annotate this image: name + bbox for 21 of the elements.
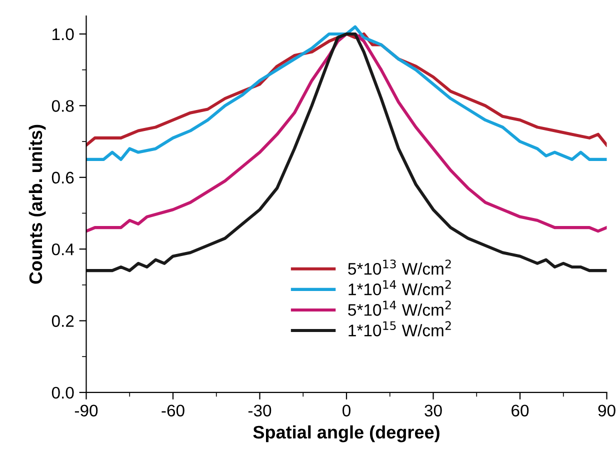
y-tick-label: 0.4 (52, 243, 74, 256)
legend-label: 1*10$^{15}$ W/cm$^{2}$ (348, 321, 451, 336)
y-tick-label: 0.0 (52, 386, 74, 399)
line-series (86, 32, 607, 233)
x-tick-label: 0 (342, 404, 350, 416)
legend-label: 5*10$^{13}$ W/cm$^{2}$ (348, 260, 451, 275)
x-tick-label: -60 (162, 404, 184, 416)
legend-label: 5*10$^{14}$ W/cm$^{2}$ (348, 300, 451, 316)
y-axis-title: Counts (arb. units) (28, 124, 46, 284)
y-tick-label: 1.0 (52, 28, 74, 40)
y-tick-label: 0.6 (52, 172, 74, 184)
line-series (86, 25, 607, 161)
y-tick-label: 0.8 (52, 100, 74, 112)
x-tick-label: -90 (74, 404, 98, 416)
x-tick-label: 90 (598, 404, 616, 416)
x-axis-title: Spatial angle (degree) (253, 425, 440, 442)
y-tick-label: 0.2 (52, 315, 74, 327)
x-tick-label: 30 (424, 404, 442, 416)
x-tick-label: 60 (512, 404, 529, 416)
legend-label: 1*10$^{14}$ W/cm$^{2}$ (348, 280, 451, 296)
x-tick-label: -30 (248, 404, 272, 416)
